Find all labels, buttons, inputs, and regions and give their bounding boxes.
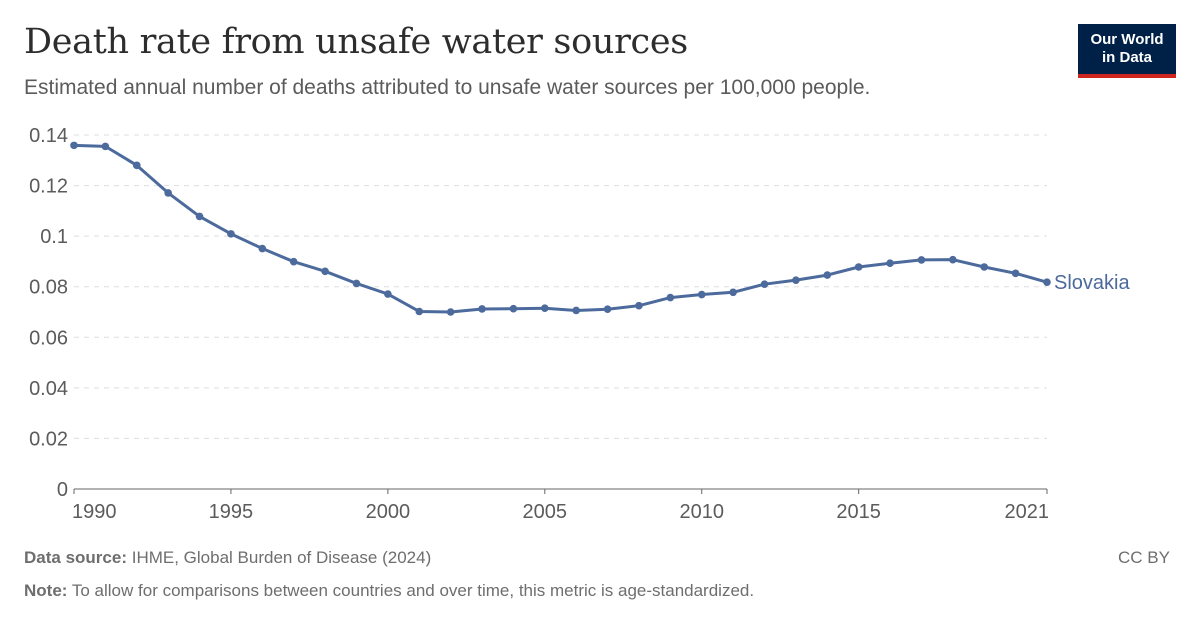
data-point [289,257,298,266]
data-point [949,255,957,264]
data-source-label: Data source: [24,548,127,567]
data-point [1043,278,1051,286]
y-tick-label: 0.04 [29,378,68,400]
data-point [823,271,832,279]
x-tick-label: 2005 [523,501,568,523]
data-point [792,276,800,284]
series-label: Slovakia [1054,272,1130,294]
data-point [164,189,172,197]
y-tick-label: 0.1 [40,226,68,248]
y-tick-label: 0 [57,479,68,501]
data-point [70,141,78,150]
data-point [666,293,675,302]
data-point [886,259,894,267]
y-tick-label: 0.14 [29,125,68,147]
data-point [603,305,612,314]
logo-line-1: Our World [1090,31,1164,48]
data-source: Data source: IHME, Global Burden of Dise… [24,548,431,568]
x-tick-label: 2000 [366,501,411,523]
note-label: Note: [24,581,68,600]
data-point [352,279,361,288]
data-point [384,290,392,298]
x-tick-label: 2010 [679,501,724,523]
y-tick-label: 0.08 [29,277,68,299]
data-point [697,290,706,299]
chart-title: Death rate from unsafe water sources [24,22,688,62]
y-tick-label: 0.02 [29,428,68,450]
data-point [760,280,769,288]
license-link[interactable]: CC BY [1118,548,1170,567]
y-tick-label: 0.12 [29,176,68,198]
data-point [572,306,580,315]
data-point [415,307,424,316]
note-text: To allow for comparisons between countri… [71,581,755,600]
logo-accent-bar [1078,74,1176,78]
x-tick-label: 2021 [1005,501,1050,523]
data-point [854,263,863,271]
data-point [195,212,204,221]
owid-logo[interactable]: Our World in Data [1078,24,1176,78]
data-point [321,267,329,276]
data-point [917,256,926,264]
y-axis-ticks: 0 0.02 0.04 0.06 0.08 0.1 0.12 0.14 [29,125,68,501]
data-point [478,305,486,313]
data-point [729,288,737,297]
series-line [73,143,1048,314]
x-tick-label: 2015 [836,501,881,523]
chart-subtitle: Estimated annual number of deaths attrib… [24,76,871,99]
data-point [132,161,141,170]
data-point [541,304,549,313]
data-point [446,308,455,316]
data-point [1011,269,1020,278]
logo-line-2: in Data [1101,49,1152,66]
chart-note: Note: To allow for comparisons between c… [24,581,754,601]
x-axis: 1990 1995 2000 2005 2010 2015 2021 [72,488,1050,523]
x-tick-label: 1995 [209,501,254,523]
series-group: Slovakia [70,141,1130,316]
data-point [509,304,518,313]
data-point [101,142,110,151]
data-point [227,230,235,238]
x-tick-label: 1990 [72,501,117,523]
data-point [980,263,989,271]
grid-lines [74,134,1047,439]
y-tick-label: 0.06 [29,327,68,349]
data-point [635,301,643,310]
data-source-text[interactable]: IHME, Global Burden of Disease (2024) [131,548,432,567]
data-point [258,244,267,253]
